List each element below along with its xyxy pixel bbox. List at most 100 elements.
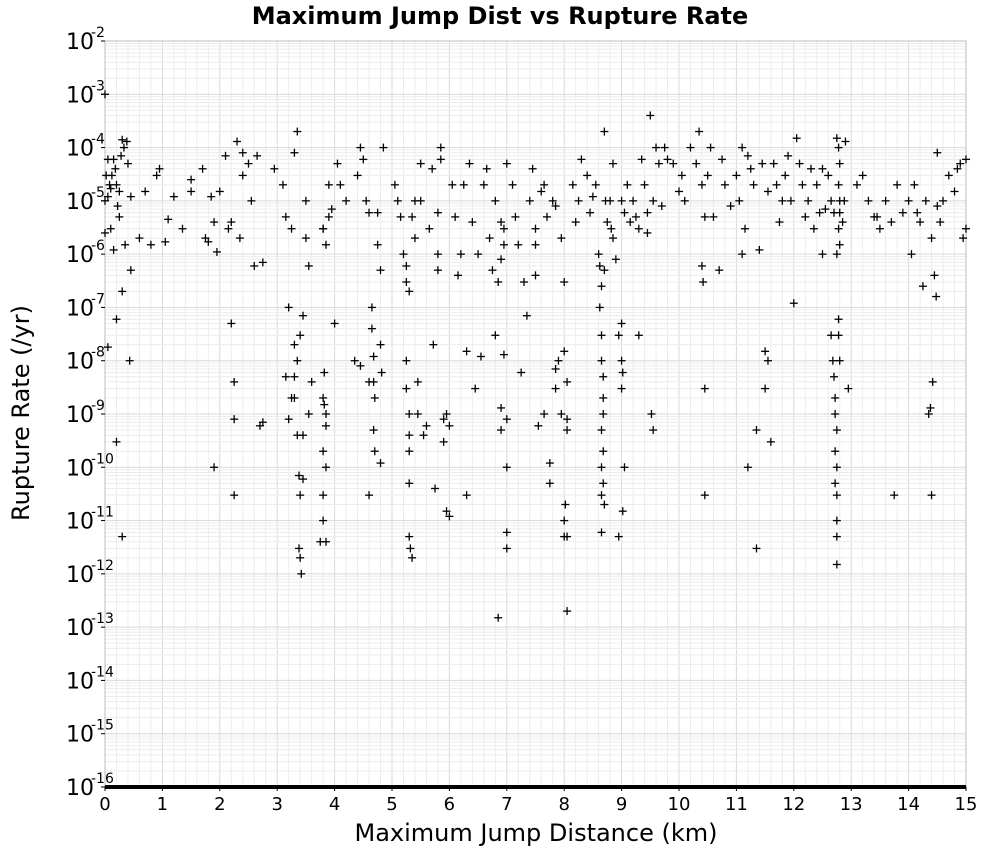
data-point xyxy=(377,368,386,377)
data-point xyxy=(755,245,764,254)
data-point xyxy=(123,159,132,168)
data-point xyxy=(703,171,712,180)
data-point xyxy=(419,431,428,440)
data-point xyxy=(732,171,741,180)
data-point xyxy=(425,224,434,233)
data-point xyxy=(445,512,454,521)
data-point xyxy=(812,180,821,189)
data-point xyxy=(290,372,299,381)
data-point xyxy=(336,180,345,189)
data-point xyxy=(597,331,606,340)
data-point xyxy=(531,271,540,280)
data-point xyxy=(597,356,606,365)
data-point xyxy=(607,224,616,233)
data-point xyxy=(103,192,112,201)
data-point xyxy=(778,196,787,205)
data-point xyxy=(831,479,840,488)
data-point xyxy=(881,196,890,205)
data-point xyxy=(359,155,368,164)
data-point xyxy=(804,196,813,205)
data-point xyxy=(560,278,569,287)
data-point xyxy=(105,180,114,189)
data-point xyxy=(545,459,554,468)
data-point xyxy=(660,143,669,152)
data-point xyxy=(898,208,907,217)
data-point xyxy=(295,544,304,553)
data-point xyxy=(445,421,454,430)
data-point xyxy=(370,393,379,402)
data-point xyxy=(956,159,965,168)
data-point xyxy=(606,196,615,205)
data-point xyxy=(402,384,411,393)
data-point xyxy=(561,500,570,509)
data-point xyxy=(557,410,566,418)
data-point xyxy=(594,250,603,259)
data-point xyxy=(617,356,626,365)
data-point xyxy=(126,266,135,275)
data-point xyxy=(649,196,658,205)
data-point xyxy=(936,218,945,227)
data-point xyxy=(296,331,305,340)
data-point xyxy=(927,491,936,500)
y-tick-base: 10 xyxy=(66,723,94,748)
data-point xyxy=(700,212,709,221)
data-point xyxy=(293,431,302,440)
data-point xyxy=(563,532,572,541)
data-point xyxy=(399,250,408,259)
data-point xyxy=(709,212,718,221)
data-point xyxy=(623,180,632,189)
data-point xyxy=(258,418,267,427)
data-point xyxy=(390,180,399,189)
data-point xyxy=(831,410,840,418)
data-point xyxy=(599,372,608,381)
data-point xyxy=(442,507,451,516)
data-point xyxy=(497,255,506,264)
data-point xyxy=(743,463,752,472)
x-tick-label: 13 xyxy=(840,794,863,815)
data-point xyxy=(834,331,843,340)
data-point xyxy=(365,491,374,500)
data-point xyxy=(599,479,608,488)
x-tick-label: 6 xyxy=(444,794,455,815)
data-point xyxy=(921,196,930,205)
data-point xyxy=(376,266,385,275)
data-point xyxy=(834,143,843,152)
data-point xyxy=(815,208,824,217)
data-point xyxy=(545,479,554,488)
data-point xyxy=(499,350,508,359)
data-point xyxy=(835,240,844,249)
data-point xyxy=(930,271,939,280)
y-tick-exponent: -16 xyxy=(91,771,114,787)
data-point xyxy=(321,240,330,249)
data-point xyxy=(706,143,715,152)
data-point xyxy=(916,218,925,227)
data-point xyxy=(832,250,841,259)
data-point xyxy=(494,278,503,287)
data-point xyxy=(126,192,135,201)
data-point xyxy=(431,484,440,493)
data-point xyxy=(608,159,617,168)
data-point xyxy=(775,218,784,227)
data-point xyxy=(597,491,606,500)
data-point xyxy=(840,196,849,205)
data-point xyxy=(296,553,305,562)
data-point xyxy=(155,164,164,173)
data-point xyxy=(113,202,122,211)
y-tick-base: 10 xyxy=(66,563,94,588)
data-point xyxy=(517,368,526,377)
data-point xyxy=(293,356,302,365)
y-tick-label: 10-15 xyxy=(66,718,114,748)
data-point xyxy=(462,491,471,500)
data-point xyxy=(927,234,936,243)
data-point xyxy=(299,311,308,320)
data-point xyxy=(595,303,604,312)
data-point xyxy=(413,377,422,386)
data-point xyxy=(278,180,287,189)
data-point xyxy=(439,415,448,424)
data-point xyxy=(548,196,557,205)
data-point xyxy=(586,208,595,217)
data-point xyxy=(818,250,827,259)
data-point xyxy=(781,171,790,180)
data-point xyxy=(433,266,442,275)
